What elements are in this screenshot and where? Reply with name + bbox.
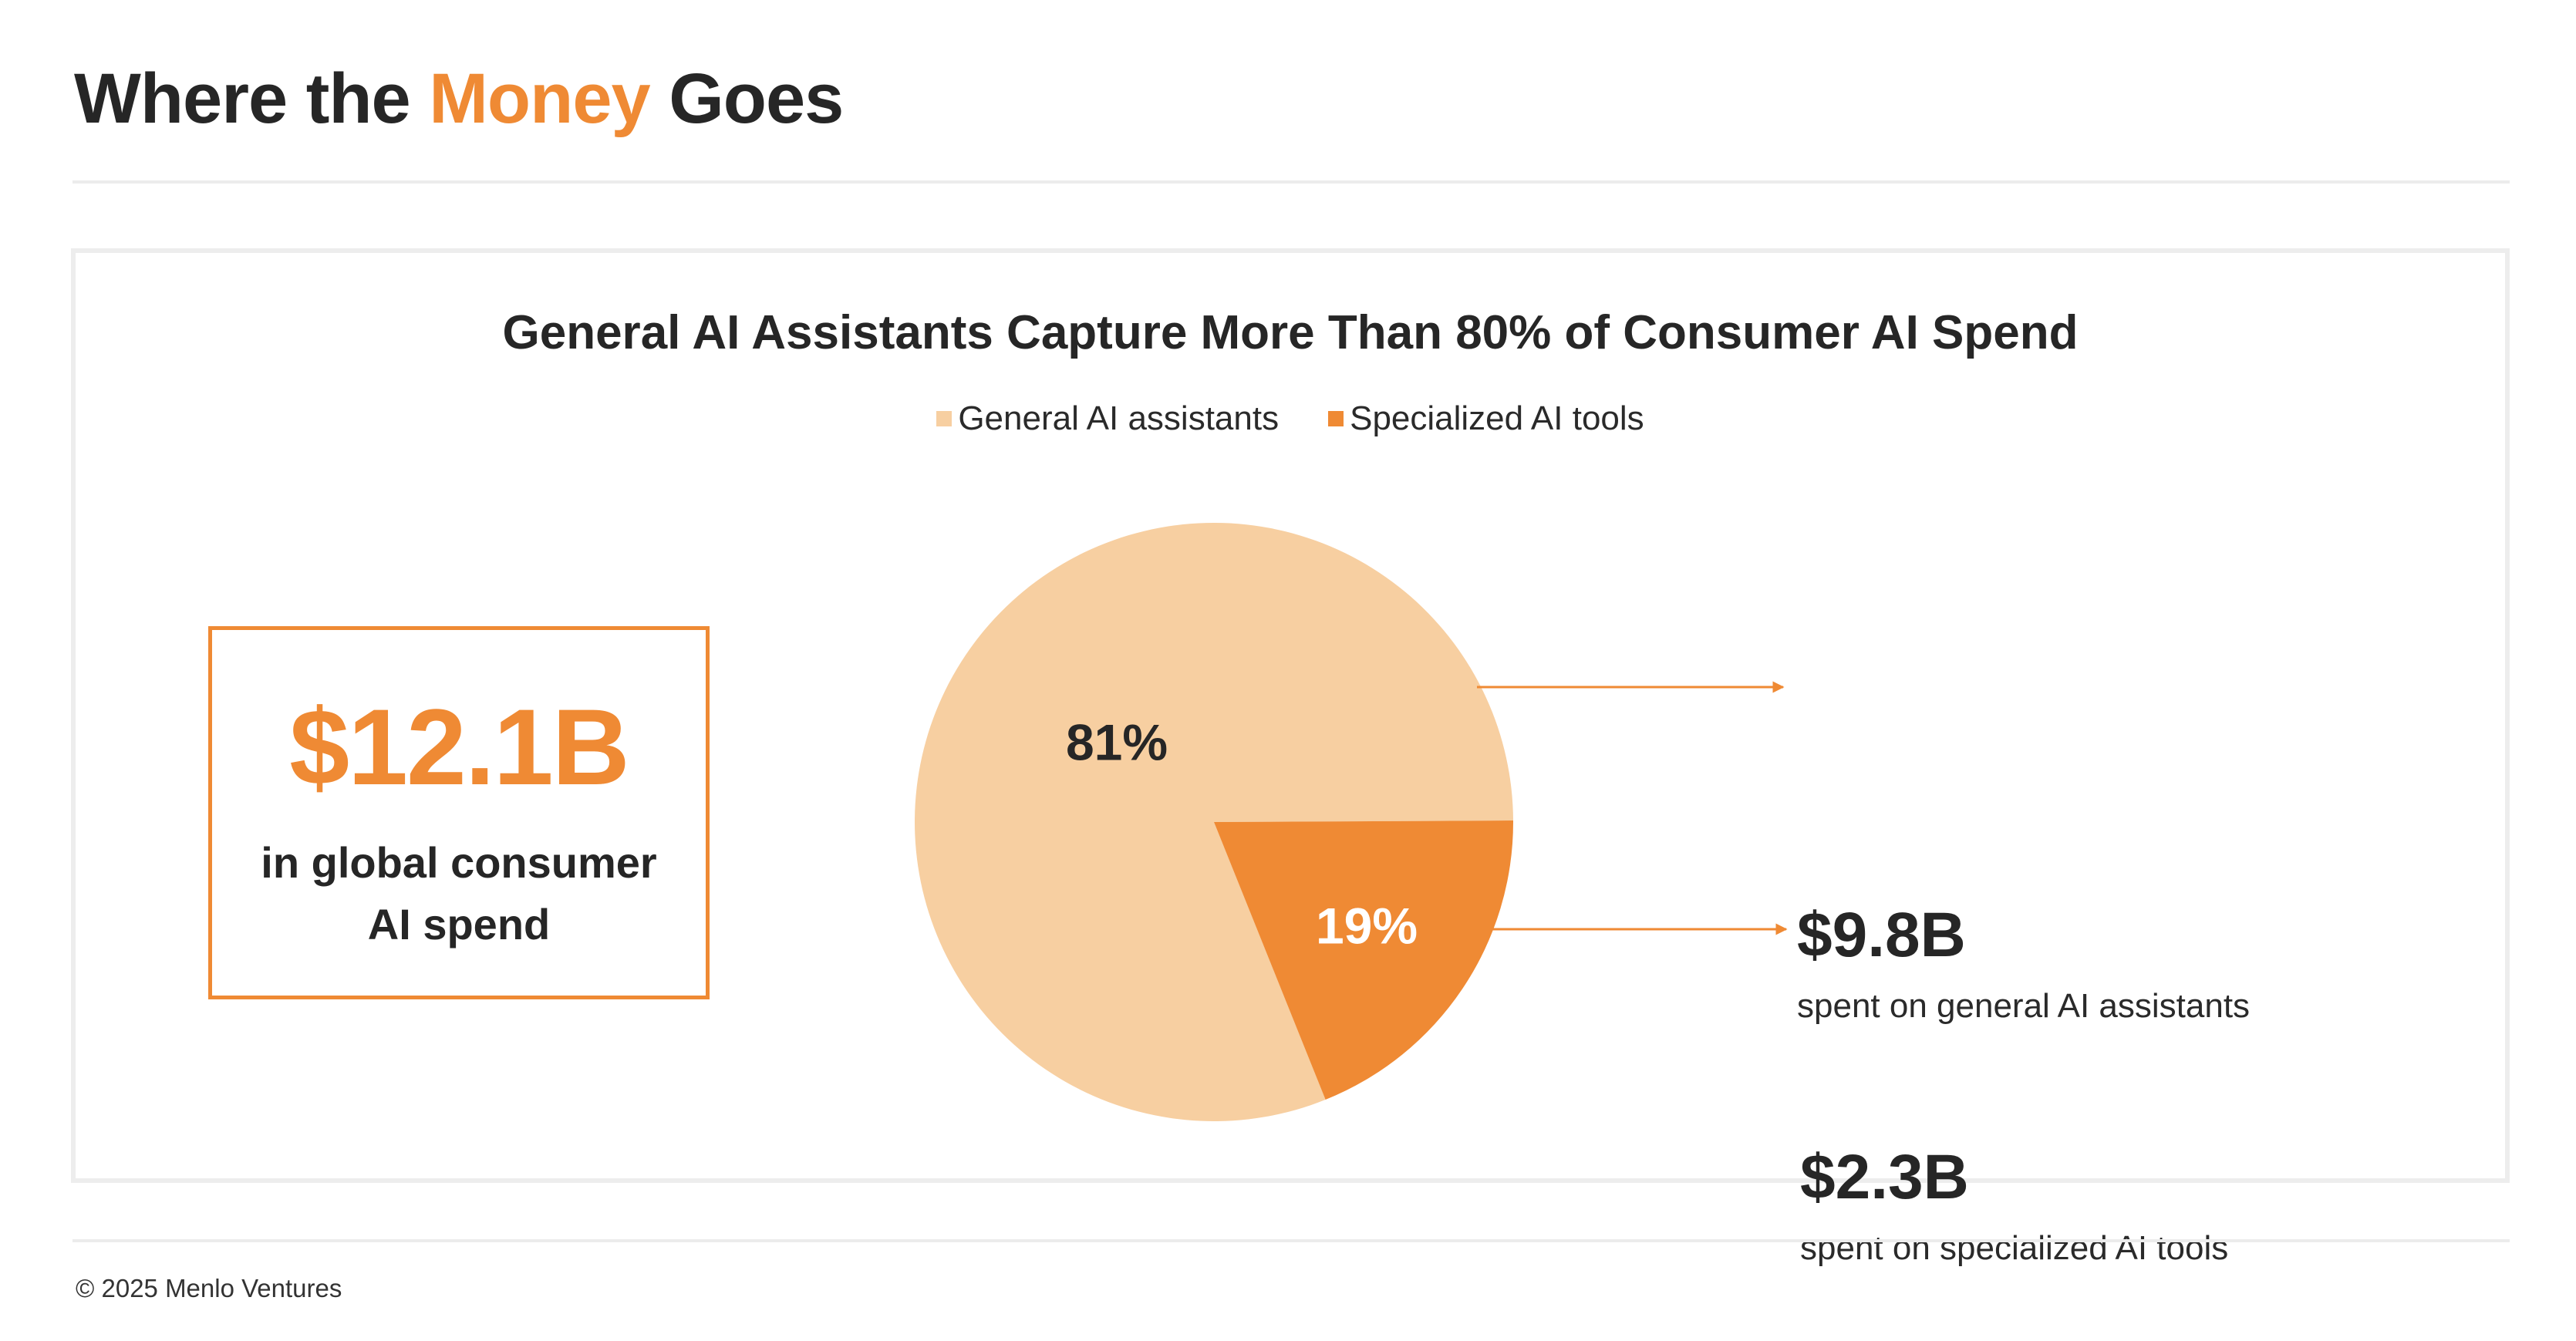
pie-chart: 81% 19%	[914, 523, 1788, 1121]
title-accent: Money	[429, 59, 650, 138]
legend-item-general: General AI assistants	[936, 399, 1279, 438]
pie-label-specialized: 19%	[1316, 897, 1418, 954]
legend-label-general: General AI assistants	[958, 399, 1280, 437]
pie-slice-specialized	[1214, 820, 1513, 1100]
legend-swatch-specialized	[1328, 411, 1344, 426]
callout-specialized-value: $2.3B	[1800, 1142, 1969, 1212]
title-post: Goes	[649, 59, 844, 138]
callout-specialized: $2.3B spent on specialized AI tools	[1800, 1146, 2228, 1268]
title-pre: Where the	[74, 59, 430, 138]
chart-title: General AI Assistants Capture More Than …	[502, 306, 2079, 359]
total-spend-caption: in global consumer AI spend	[261, 838, 657, 948]
callout-general-value: $9.8B	[1797, 900, 1966, 970]
copyright: © 2025 Menlo Ventures	[76, 1274, 342, 1302]
pie-label-general: 81%	[1066, 713, 1168, 770]
chart-legend: General AI assistants Specialized AI too…	[76, 399, 2505, 438]
total-spend-value: $12.1B	[289, 686, 629, 807]
pie-slice-general	[914, 523, 1513, 1121]
chart-card: General AI Assistants Capture More Than …	[71, 248, 2510, 1267]
callout-specialized-desc: spent on specialized AI tools	[1800, 1229, 2229, 1267]
footer-divider	[72, 1239, 2510, 1242]
legend-item-specialized: Specialized AI tools	[1328, 399, 1644, 438]
page-title: Where the Money Goes	[74, 59, 844, 140]
legend-swatch-general	[936, 411, 953, 426]
callout-general-desc: spent on general AI assistants	[1797, 987, 2251, 1025]
total-spend-box: $12.1B in global consumer AI spend	[208, 626, 710, 999]
header-divider	[72, 180, 2510, 184]
legend-label-specialized: Specialized AI tools	[1350, 399, 1644, 437]
callout-general: $9.8B spent on general AI assistants	[1797, 904, 2250, 1026]
